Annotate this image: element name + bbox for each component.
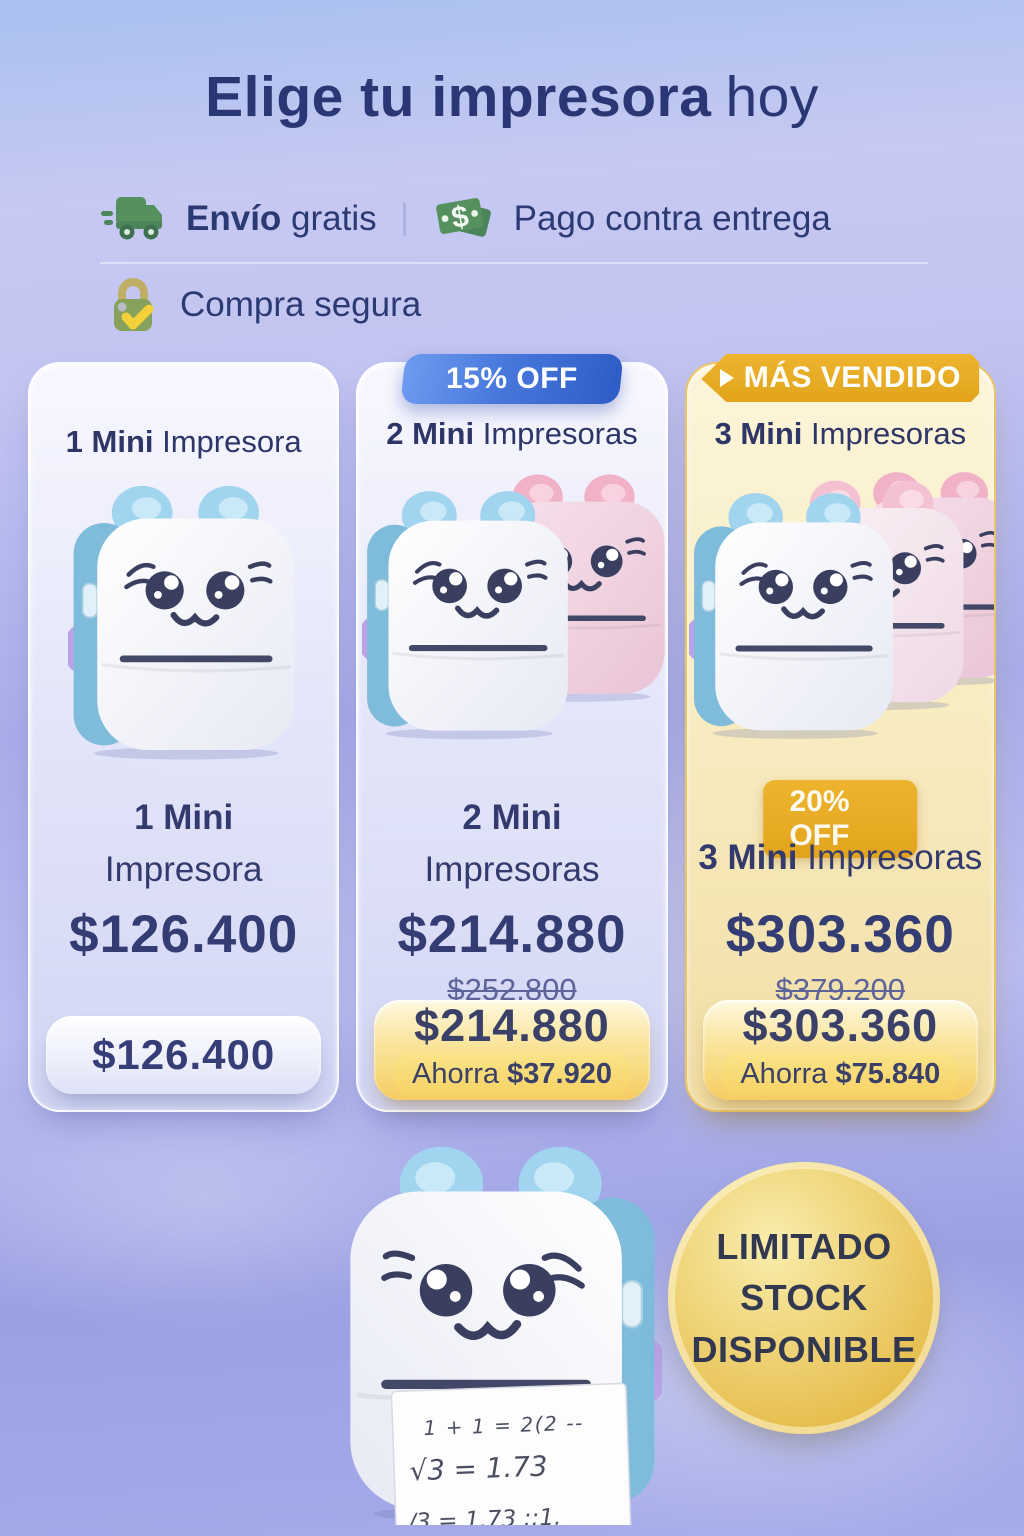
benefit-row-secure: Compra segura	[100, 274, 928, 336]
benefit-shipping-bold: Envío	[186, 199, 282, 238]
card3-bestseller-ribbon: MÁS VENDIDO	[701, 354, 980, 402]
svg-text:/3 = 1.73 ::1.: /3 = 1.73 ::1.	[406, 1505, 562, 1525]
hero-printer-illustration: 1 + 1 = 2(2 -- √3 = 1.73 /3 = 1.73 ::1.	[338, 1136, 662, 1525]
card1-price: $126.400	[69, 905, 299, 964]
card1-product-name: 1 Mini Impresora	[30, 792, 337, 896]
offer-cards: 1 Mini Impresora	[28, 354, 996, 1112]
card3-savings-pill: Ahorra $75.840	[722, 1054, 959, 1095]
card1-name-rest: Impresora	[104, 849, 263, 889]
truck-icon	[100, 193, 166, 245]
card2-product-name: 2 Mini Impresoras	[358, 792, 665, 896]
card3-name-bold: 3 Mini	[698, 838, 798, 877]
card3-header: 3 Mini Impresoras	[687, 416, 994, 452]
card3-header-bold: 3 Mini	[714, 416, 803, 451]
card1-header-rest: Impresora	[162, 424, 302, 459]
benefits-section: Envío gratis $ Pago contra entrega	[100, 188, 928, 336]
stock-line-2: STOCK	[740, 1277, 868, 1319]
card3-product-name: 3 Mini Impresoras	[687, 832, 994, 884]
card2-name-rest: Impresoras	[424, 849, 600, 889]
offer-card-3-printers[interactable]: MÁS VENDIDO 3 Mini Impresoras	[684, 354, 996, 1112]
benefits-divider	[100, 262, 928, 264]
card3-name-rest: Impresoras	[807, 838, 983, 877]
card3-header-rest: Impresoras	[811, 416, 967, 451]
stock-line-1: LIMITADO	[716, 1226, 892, 1268]
printer-blue-illustration	[362, 484, 576, 741]
card2-price: $214.880	[397, 905, 627, 964]
svg-text:1 + 1 = 2(2 --: 1 + 1 = 2(2 --	[423, 1411, 584, 1441]
card2-button-price: $214.880	[414, 1000, 610, 1052]
card3-discount-badge: 20% OFF	[763, 780, 918, 858]
limited-stock-badge: LIMITADO STOCK DISPONIBLE	[668, 1162, 940, 1434]
card2-savings-pill: Ahorra $37.920	[394, 1054, 630, 1095]
card2-savings-value: $37.920	[507, 1058, 612, 1091]
card2-header: 2 Mini Impresoras	[358, 416, 665, 452]
svg-text:$: $	[449, 200, 471, 235]
offer-card-2-printers[interactable]: 15% OFF 2 Mini Impresoras	[356, 354, 668, 1112]
card2-header-bold: 2 Mini	[386, 416, 475, 451]
stock-line-3: DISPONIBLE	[691, 1328, 917, 1370]
page-title-normal: hoy	[725, 65, 819, 129]
printer-blue-illustration	[688, 486, 901, 740]
card3-printer-image	[687, 466, 994, 774]
bottom-section: 1 + 1 = 2(2 -- √3 = 1.73 /3 = 1.73 ::1. …	[0, 1120, 1024, 1536]
lock-icon	[108, 275, 160, 335]
benefit-secure-label: Compra segura	[180, 285, 422, 324]
card2-header-rest: Impresoras	[482, 416, 638, 451]
money-icon: $	[432, 189, 494, 249]
card1-header-bold: 1 Mini	[65, 424, 154, 459]
benefit-shipping-label: Envío gratis	[186, 199, 377, 239]
play-icon	[719, 369, 734, 387]
benefit-shipping-rest: gratis	[291, 199, 377, 238]
card1-buy-button[interactable]: $126.400	[46, 1016, 322, 1094]
card2-discount-ribbon-label: 15% OFF	[446, 362, 578, 395]
card3-price: $303.360	[725, 905, 955, 964]
card3-savings-label: Ahorra	[740, 1058, 828, 1091]
card2-discount-ribbon: 15% OFF	[400, 354, 624, 404]
card2-printer-image	[358, 466, 665, 774]
benefit-row-shipping-payment: Envío gratis $ Pago contra entrega	[100, 188, 928, 250]
card3-button-price: $303.360	[742, 1000, 939, 1052]
benefits-vertical-divider	[402, 202, 406, 236]
card1-printer-image	[30, 466, 337, 774]
svg-text:√3 = 1.73: √3 = 1.73	[409, 1450, 548, 1488]
card3-bestseller-label: MÁS VENDIDO	[743, 361, 961, 394]
page-title: Elige tu impresora hoy	[0, 64, 1024, 130]
card1-name-bold: 1 Mini	[134, 798, 234, 837]
card2-name-bold: 2 Mini	[462, 798, 562, 837]
card2-savings-label: Ahorra	[412, 1058, 500, 1091]
card1-header: 1 Mini Impresora	[30, 424, 337, 460]
benefit-payment-label: Pago contra entrega	[513, 199, 831, 238]
printer-blue-illustration	[68, 478, 304, 761]
offer-card-1-printer[interactable]: 1 Mini Impresora	[28, 362, 340, 1112]
card3-buy-button[interactable]: $303.360 Ahorra $75.840	[702, 1000, 978, 1100]
card3-savings-value: $75.840	[835, 1058, 941, 1091]
page-title-emphasis: Elige tu impresora	[205, 65, 712, 129]
card2-buy-button[interactable]: $214.880 Ahorra $37.920	[374, 1000, 650, 1100]
